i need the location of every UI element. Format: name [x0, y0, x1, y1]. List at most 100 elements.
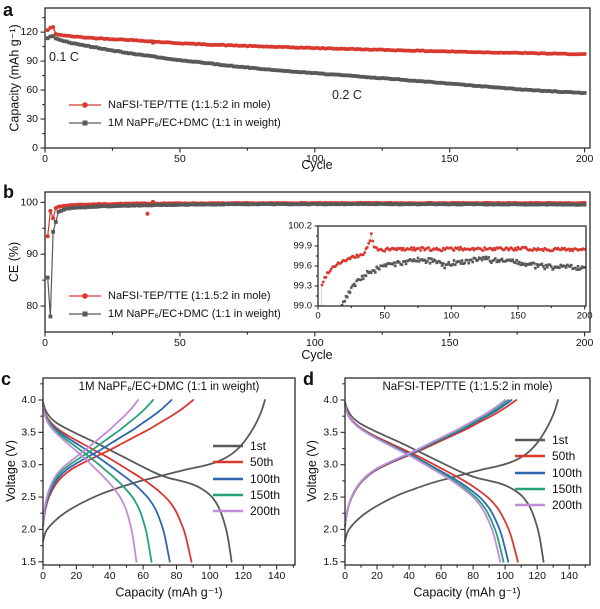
- tick-label: 0: [32, 142, 38, 154]
- tick-label: 3.0: [21, 459, 36, 471]
- tick-label: 1.5: [323, 556, 338, 568]
- tick-label: 100: [20, 196, 38, 208]
- tick-label: 0: [42, 337, 48, 349]
- tick-label: 3.5: [21, 426, 36, 438]
- tick-label: 150: [441, 337, 459, 349]
- tick-label: 90: [26, 55, 38, 67]
- tick-label: 200: [577, 310, 593, 321]
- tick-label: 90: [26, 248, 38, 260]
- tick-label: 50: [174, 337, 186, 349]
- tick-label: 1.5: [21, 556, 36, 568]
- tick-label: 0: [42, 153, 48, 165]
- legend-line: [212, 506, 244, 516]
- tick-label: 120: [528, 570, 546, 582]
- legend-item: 1st: [514, 432, 582, 448]
- panel-letter-b: b: [3, 182, 14, 202]
- tick-label: 100: [201, 570, 219, 582]
- discharge-curve: [344, 403, 502, 563]
- legend-label: 150th: [552, 482, 583, 497]
- series-0: [320, 232, 586, 306]
- legend-label: 1st: [552, 433, 569, 448]
- tick-label: 200: [576, 337, 594, 349]
- legend-item: 100th: [212, 471, 280, 487]
- panel-title-c: 1M NaPF₆/EC+DMC (1:1 in weight): [78, 381, 260, 393]
- tick-label: 2.0: [21, 523, 36, 535]
- cycle-curves-200th: [344, 399, 506, 563]
- discharge-curve: [42, 403, 193, 563]
- legend-label: 1st: [250, 439, 267, 454]
- tick-label: 20: [71, 570, 83, 582]
- inset-plot: [320, 232, 586, 306]
- rate-annotation-0.1C: 0.1 C: [49, 50, 79, 64]
- legend-label: 1M NaPF₆/EC+DMC (1:1 in weight): [108, 308, 281, 320]
- legend-label: 150th: [250, 488, 281, 503]
- legend-label: NaFSI-TEP/TTE (1:1.5:2 in mole): [108, 290, 271, 302]
- legend-line: [514, 484, 546, 494]
- tick-label: 50: [379, 310, 390, 321]
- panel-letter-c: c: [1, 369, 12, 389]
- y-axis-label-d: Voltage (V): [305, 440, 319, 502]
- legend-item: NaFSI-TEP/TTE (1:1.5:2 in mole): [68, 287, 281, 305]
- legend-d: 1st 50th 100th 150th 200th: [514, 432, 582, 513]
- tick-label: 80: [171, 570, 183, 582]
- tick-label: 120: [234, 570, 252, 582]
- panel-title-d: NaFSI-TEP/TTE (1:1.5:2 in mole): [382, 381, 553, 393]
- x-axis-label-b: Cycle: [301, 348, 333, 362]
- legend-b: NaFSI-TEP/TTE (1:1.5:2 in mole) 1M NaPF₆…: [68, 287, 281, 323]
- y-axis-label-b: CE (%): [7, 241, 21, 283]
- series-1: [340, 255, 586, 306]
- tick-label: 3.5: [323, 426, 338, 438]
- legend-label: 200th: [250, 504, 281, 519]
- tick-label: 20: [371, 570, 383, 582]
- tick-label: 0: [342, 570, 348, 582]
- axes: 0 20 40 60 80 100 120 140 1.5 2.0 2.5 3.0 3.5 4.0: [323, 377, 591, 582]
- tick-label: 99.9: [294, 241, 313, 252]
- tick-label: 2.0: [323, 523, 338, 535]
- x-axis-label-c: Capacity (mAh g⁻¹): [115, 585, 223, 600]
- tick-label: 2.5: [21, 491, 36, 503]
- legend-line: [514, 500, 546, 510]
- tick-label: 100: [306, 337, 324, 349]
- x-axis-label-d: Capacity (mAh g⁻¹): [413, 585, 521, 600]
- tick-label: 150: [510, 310, 526, 321]
- tick-label: 99.3: [294, 281, 313, 292]
- tick-label: 140: [560, 570, 578, 582]
- tick-label: 100: [306, 153, 324, 165]
- y-axis-label-a: Capacity (mAh g⁻¹): [7, 24, 22, 132]
- panel-letter-a: a: [3, 0, 14, 20]
- legend-item: 150th: [212, 487, 280, 503]
- tick-label: 120: [20, 26, 38, 38]
- legend-line: [514, 451, 546, 461]
- charge-curve: [42, 399, 266, 542]
- tick-label: 0: [40, 570, 46, 582]
- tick-label: 150: [441, 153, 459, 165]
- cycle-curves-100th: [42, 399, 173, 563]
- legend-line: [514, 435, 546, 445]
- legend-item: 50th: [212, 454, 280, 470]
- series-0: [45, 25, 587, 57]
- legend-item: 200th: [212, 503, 280, 519]
- legend-item: 50th: [514, 448, 582, 464]
- tick-label: 40: [104, 570, 116, 582]
- legend-item: 100th: [514, 465, 582, 481]
- cycle-curves-1st: [42, 399, 266, 563]
- tick-label: 80: [467, 570, 479, 582]
- legend-label: 100th: [250, 471, 281, 486]
- tick-label: 80: [26, 300, 38, 312]
- discharge-curve: [42, 401, 233, 563]
- tick-label: 99.0: [294, 301, 313, 312]
- series-1: [45, 34, 587, 95]
- axes: 0 50 100 150 200 80 90 100: [20, 191, 594, 349]
- legend-item: 1M NaPF₆/EC+DMC (1:1 in weight): [68, 114, 281, 132]
- legend-label: 100th: [552, 465, 583, 480]
- rate-annotation-0.2C: 0.2 C: [332, 88, 362, 102]
- discharge-curve: [42, 403, 171, 563]
- legend-a: NaFSI-TEP/TTE (1:1.5:2 in mole) 1M NaPF₆…: [68, 96, 281, 132]
- axes: 0 50 100 150 200 0 30 60 90 120: [20, 7, 594, 165]
- tick-label: 4.0: [21, 394, 36, 406]
- axes: 0 20 40 60 80 100 120 140 1.5 2.0 2.5 3.0 3.5 4.0: [21, 377, 296, 582]
- tick-label: 0: [315, 310, 320, 321]
- cycle-curves-200th: [42, 399, 139, 563]
- legend-line: [212, 474, 244, 484]
